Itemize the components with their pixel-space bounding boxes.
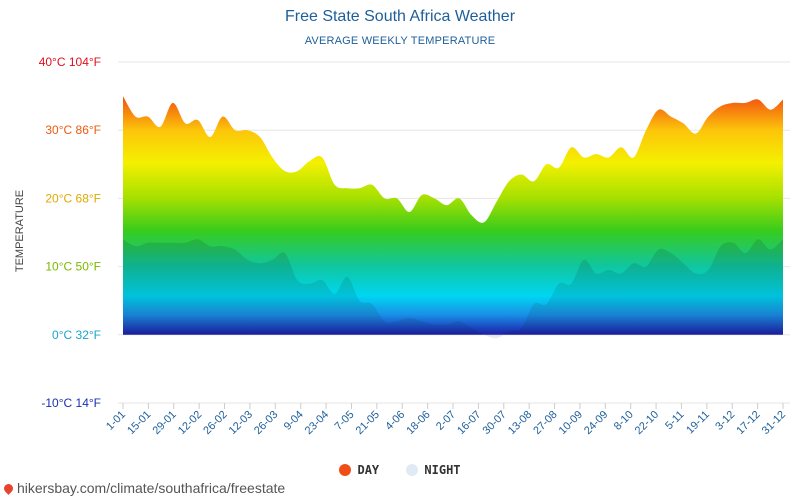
legend-item-night[interactable]: NIGHT: [406, 463, 461, 477]
legend-night-swatch: [406, 464, 419, 476]
legend-day-swatch: [339, 464, 352, 476]
night-series-area: [123, 239, 783, 339]
x-tick-label: 19-11: [684, 409, 712, 437]
x-tick-label: 15-01: [125, 409, 153, 437]
x-tick-label: 21-05: [354, 409, 382, 437]
x-tick-label: 5-11: [663, 409, 686, 432]
y-axis-label: TEMPERATURE: [14, 189, 26, 273]
chart-subtitle: AVERAGE WEEKLY TEMPERATURE: [304, 35, 496, 47]
x-tick-label: 24-09: [582, 409, 610, 437]
x-tick-label: 27-08: [531, 409, 559, 437]
x-tick-label: 17-12: [734, 409, 762, 437]
x-tick-label: 23-04: [303, 409, 331, 437]
x-tick-label: 16-07: [455, 409, 483, 437]
chart-title: Free State South Africa Weather: [284, 8, 516, 25]
y-tick-label: 30°C 86°F: [45, 123, 101, 137]
y-tick-label: -10°C 14°F: [41, 396, 101, 410]
y-tick-label: 10°C 50°F: [45, 260, 101, 274]
x-tick-label: 12-03: [227, 409, 255, 437]
legend-day-label: DAY: [357, 463, 380, 477]
legend: DAY NIGHT: [0, 463, 800, 477]
x-tick-label: 29-01: [151, 409, 179, 437]
y-tick-label: 20°C 68°F: [45, 191, 101, 205]
source-link[interactable]: hikersbay.com/climate/southafrica/freest…: [2, 480, 286, 496]
legend-item-day[interactable]: DAY: [339, 463, 379, 477]
x-tick-label: 26-03: [252, 409, 280, 437]
x-tick-label: 30-07: [481, 409, 509, 437]
x-tick-label: 26-02: [201, 409, 229, 437]
y-tick-label: 0°C 32°F: [52, 328, 101, 342]
y-axis-ticks: 40°C 104°F 30°C 86°F 20°C 68°F 10°C 50°F 0°C…: [39, 55, 101, 410]
y-tick-label: 40°C 104°F: [39, 55, 101, 69]
x-tick-label: 10-09: [557, 409, 585, 437]
location-pin-icon: [2, 482, 15, 495]
x-tick-label: 22-10: [633, 409, 661, 437]
x-tick-label: 13-08: [506, 409, 534, 437]
x-tick-label: 12-02: [176, 409, 204, 437]
x-tick-label: 31-12: [760, 409, 788, 437]
x-tick-label: 18-06: [404, 409, 432, 437]
legend-night-label: NIGHT: [424, 463, 461, 477]
source-text: hikersbay.com/climate/southafrica/freest…: [17, 480, 286, 496]
